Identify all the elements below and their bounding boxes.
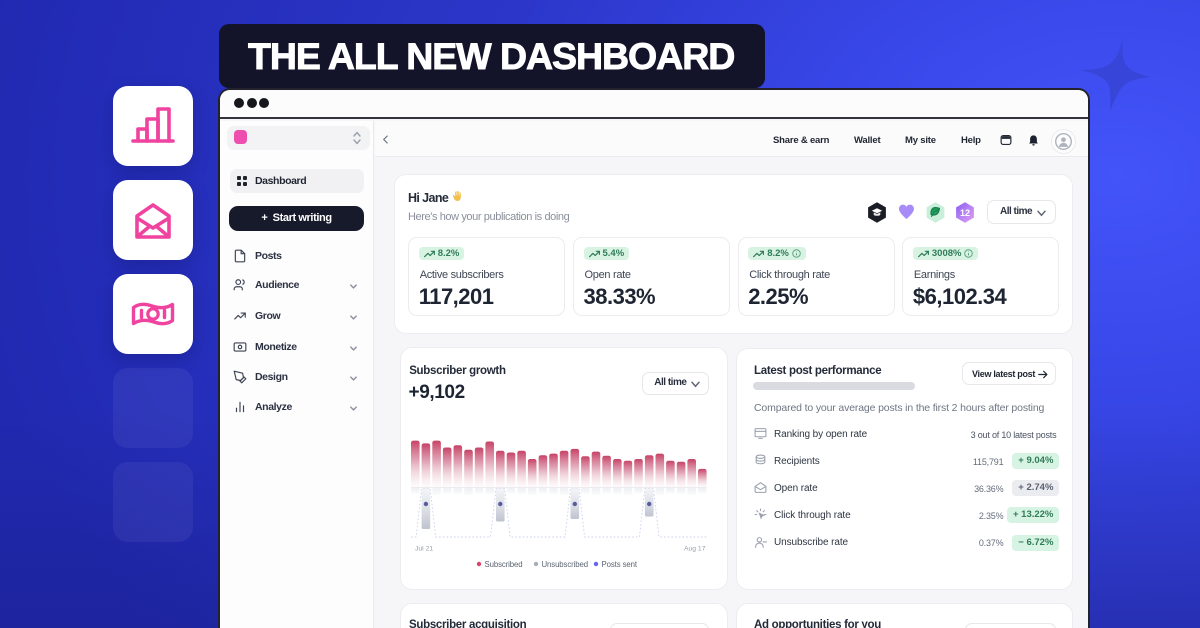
svg-text:12: 12: [960, 207, 970, 217]
svg-text:Posts sent: Posts sent: [601, 560, 637, 569]
svg-text:Unsubscribed: Unsubscribed: [541, 560, 587, 569]
svg-text:Aug 17: Aug 17: [683, 546, 705, 553]
svg-text:Jul 21: Jul 21: [415, 546, 433, 553]
svg-text:Subscribed: Subscribed: [484, 560, 522, 569]
